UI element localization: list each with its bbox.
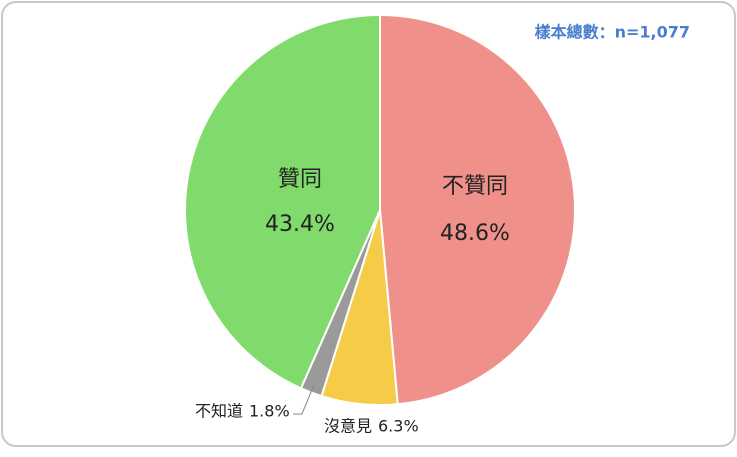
value-label: 1.8% xyxy=(249,402,290,421)
slice-label: 沒意見 xyxy=(324,417,372,436)
value-label: 48.6% xyxy=(440,221,510,246)
slice-label: 贊同 xyxy=(278,167,322,192)
value-label: 43.4% xyxy=(265,212,335,237)
pie-slice xyxy=(184,13,381,390)
slice-label: 不知道 xyxy=(195,402,243,421)
value-label: 6.3% xyxy=(378,417,419,436)
pie-slice xyxy=(379,13,576,406)
leader-line xyxy=(293,384,315,415)
slice-label: 不贊同 xyxy=(442,174,508,199)
annotation: 樣本總數：n=1,077 xyxy=(535,23,690,42)
